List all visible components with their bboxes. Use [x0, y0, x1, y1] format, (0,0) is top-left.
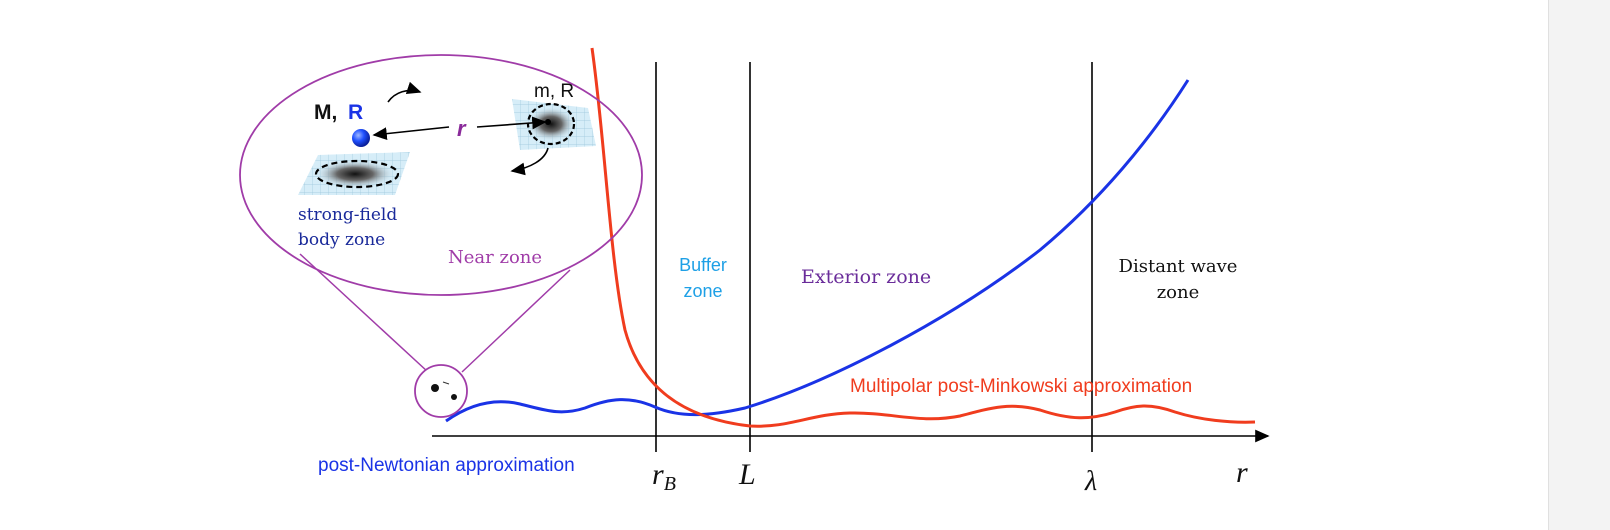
buffer-zone-label-line2: zone: [683, 281, 722, 301]
mass-big-label: M,: [314, 101, 337, 124]
orbit-arrow-bottom: [510, 147, 549, 176]
binary-zoom-circle: [414, 364, 468, 418]
near-zone-ellipse: [239, 54, 643, 296]
post-newtonian-label: post-Newtonian approximation: [318, 455, 575, 476]
tick-rB: rB: [652, 458, 676, 495]
buffer-zone-label-line1: Buffer: [679, 255, 727, 275]
separation-label: r: [457, 116, 467, 141]
distant-zone-label-line1: Distant wave: [1119, 256, 1238, 277]
mass-small-label: m, R: [534, 81, 574, 102]
small-body-sheet: [512, 99, 596, 150]
axis-r-label: r: [1236, 456, 1248, 489]
multipolar-curve: [590, 47, 1256, 428]
zoom-line-left: [299, 253, 429, 373]
binary-dot-small: [451, 394, 457, 400]
right-margin-band: [1548, 0, 1610, 530]
big-body-sheet: [298, 152, 410, 195]
tick-L: L: [738, 458, 756, 491]
post-newtonian-curve: [445, 79, 1190, 423]
radius-big-label: R: [348, 101, 363, 124]
separation-arrow-left: [372, 126, 450, 141]
strong-field-label-line1: strong-field: [298, 205, 397, 225]
binary-orbit-mark: [442, 381, 450, 385]
distant-zone-label-line2: zone: [1157, 282, 1200, 303]
tick-lambda: λ: [1084, 466, 1097, 497]
separation-arrow-right: [476, 116, 547, 130]
strong-field-label-line2: body zone: [298, 230, 385, 250]
zoom-line-right: [461, 269, 571, 373]
exterior-zone-label: Exterior zone: [801, 266, 931, 288]
near-zone-label: Near zone: [448, 247, 542, 268]
multipolar-label: Multipolar post-Minkowski approximation: [850, 376, 1192, 397]
orbit-arrow-top: [387, 81, 422, 103]
big-body-sphere: [352, 129, 370, 147]
binary-dot-large: [431, 384, 439, 392]
